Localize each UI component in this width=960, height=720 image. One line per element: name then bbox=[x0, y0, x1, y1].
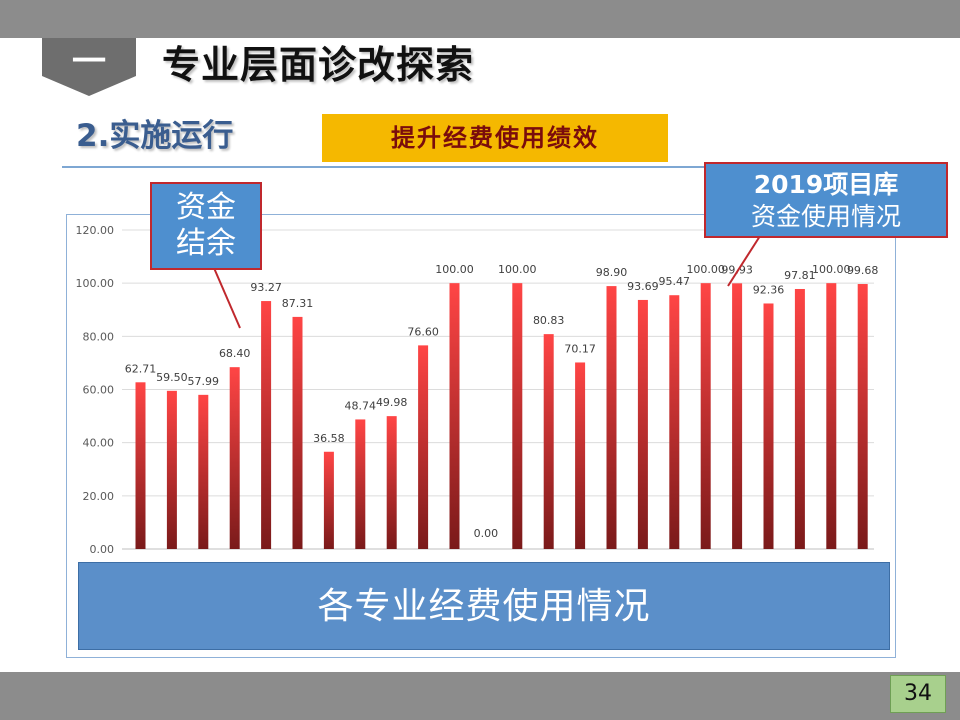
bar-data-label: 100.00 bbox=[498, 263, 537, 276]
y-tick-label: 20.00 bbox=[83, 490, 115, 503]
bar-data-label: 87.31 bbox=[282, 297, 314, 310]
bar bbox=[606, 286, 617, 549]
bar bbox=[669, 295, 680, 549]
y-tick-label: 60.00 bbox=[83, 384, 115, 397]
bottom-banner bbox=[0, 672, 960, 720]
callout-2019-pointer bbox=[727, 235, 761, 287]
bar-data-label: 80.83 bbox=[533, 314, 565, 327]
callout-2019-project: 2019项目库 资金使用情况 bbox=[704, 162, 948, 238]
bar bbox=[355, 419, 366, 549]
bar bbox=[323, 451, 334, 549]
bar bbox=[543, 334, 554, 549]
bar bbox=[637, 299, 648, 549]
bar-data-label: 100.00 bbox=[435, 263, 474, 276]
bar-data-label: 70.17 bbox=[564, 342, 596, 355]
highlight-label: 提升经费使用绩效 bbox=[322, 114, 668, 162]
bar-data-label: 93.69 bbox=[627, 280, 659, 293]
callout-funds-line2: 结余 bbox=[176, 226, 236, 261]
y-tick-label: 0.00 bbox=[90, 543, 115, 556]
bar bbox=[732, 283, 743, 549]
callout-funds-balance: 资金 结余 bbox=[150, 182, 262, 270]
bar bbox=[166, 390, 177, 549]
bar bbox=[449, 283, 460, 549]
bar-data-label: 59.50 bbox=[156, 371, 188, 384]
bar bbox=[386, 416, 397, 549]
y-tick-label: 100.00 bbox=[76, 277, 115, 290]
callout-funds-pointer bbox=[213, 267, 241, 329]
section-tab bbox=[42, 38, 136, 96]
bar bbox=[826, 283, 837, 549]
bar-data-label: 97.81 bbox=[784, 269, 816, 282]
bar-data-label: 93.27 bbox=[250, 281, 282, 294]
bar-data-label: 92.36 bbox=[753, 283, 785, 296]
bar bbox=[700, 283, 711, 549]
header-divider bbox=[62, 166, 948, 168]
bar-data-label: 49.98 bbox=[376, 396, 408, 409]
bar-data-label: 100.00 bbox=[686, 263, 725, 276]
bar-data-label: 68.40 bbox=[219, 347, 251, 360]
bar bbox=[135, 382, 146, 549]
bar-data-label: 95.47 bbox=[659, 275, 691, 288]
bar bbox=[418, 345, 429, 549]
page-number: 34 bbox=[890, 675, 946, 713]
y-tick-label: 40.00 bbox=[83, 437, 115, 450]
bar bbox=[261, 301, 272, 549]
bar bbox=[575, 362, 586, 549]
bar-data-label: 76.60 bbox=[407, 325, 439, 338]
bar-data-label: 48.74 bbox=[345, 399, 377, 412]
bar-data-label: 100.00 bbox=[812, 263, 851, 276]
bar-data-label: 98.90 bbox=[596, 266, 628, 279]
section-number: 一 bbox=[72, 42, 106, 82]
callout-funds-line1: 资金 bbox=[176, 190, 236, 225]
bar bbox=[794, 288, 805, 549]
callout-2019-line1: 2019项目库 bbox=[753, 170, 899, 199]
chart-caption-banner: 各专业经费使用情况 bbox=[78, 562, 890, 650]
bar bbox=[198, 394, 209, 549]
bar bbox=[857, 284, 868, 549]
bar bbox=[292, 316, 303, 549]
bar-data-label: 57.99 bbox=[188, 375, 220, 388]
bar-data-label: 0.00 bbox=[474, 527, 499, 540]
bar-data-label: 99.68 bbox=[847, 264, 879, 277]
callout-2019-line2: 资金使用情况 bbox=[750, 202, 901, 231]
top-banner bbox=[0, 0, 960, 38]
y-tick-label: 80.00 bbox=[83, 330, 115, 343]
bar-data-label: 99.93 bbox=[721, 263, 753, 276]
bar bbox=[763, 303, 774, 549]
bar bbox=[229, 367, 240, 549]
bar-data-label: 36.58 bbox=[313, 432, 345, 445]
bar-data-label: 62.71 bbox=[125, 362, 157, 375]
y-tick-label: 120.00 bbox=[76, 224, 115, 237]
bar bbox=[512, 283, 523, 549]
section-subtitle: 2.实施运行 bbox=[76, 118, 234, 154]
page-title: 专业层面诊改探索 bbox=[162, 43, 475, 87]
